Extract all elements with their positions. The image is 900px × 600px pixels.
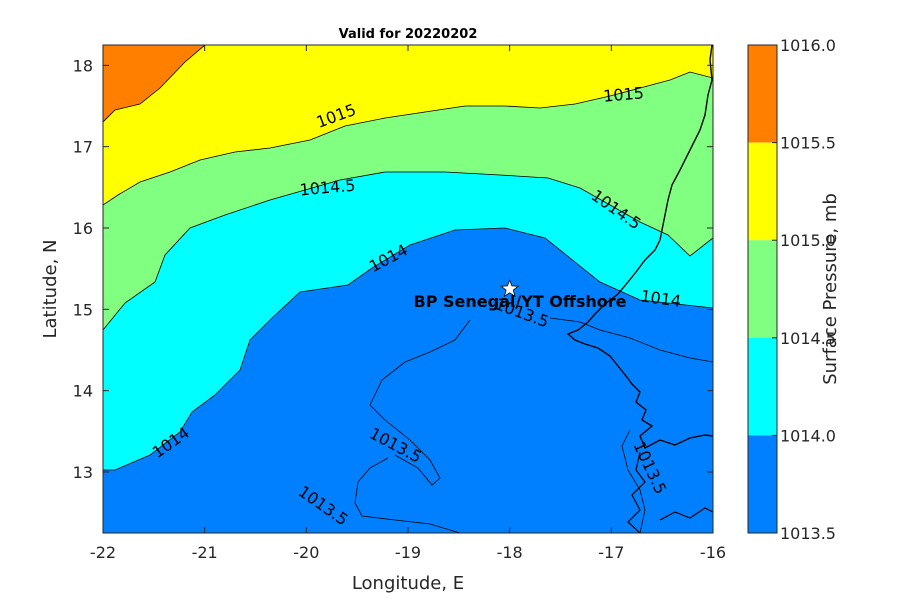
y-tick-label: 13 [73,463,93,482]
colorbar-segment [748,45,777,143]
y-tick-label: 15 [73,300,93,319]
x-axis-label: Longitude, E [352,573,464,594]
y-tick-label: 18 [73,56,93,75]
star-icon [500,278,520,298]
site-marker: BP Senegal/YT Offshore [414,278,627,311]
map-title: Valid for 20220202 [339,27,478,42]
band-1015-5-to-1016 [103,45,206,123]
contour-line-1013-5-a [369,319,471,486]
colorbar-tick-label: 1014.0 [780,426,836,445]
colorbar-tick-label: 1015.5 [780,134,836,153]
colorbar-frame [747,44,778,534]
x-axis: -22 -21 -20 -19 -18 -17 -16 [90,45,726,562]
contour-line-1013-5-d [549,317,713,363]
colorbar: 1016.0 1015.5 1015.0 1014.5 1014.0 1013.5 [747,36,836,543]
coastline-south [627,451,713,533]
colorbar-segment [748,240,777,338]
x-tick-label: -22 [90,543,116,562]
x-tick-label: -21 [192,543,218,562]
colorbar-segment [748,435,777,533]
y-axis-label: Latitude, N [40,240,61,339]
x-tick-label: -19 [395,543,421,562]
colorbar-tick-label: 1015.0 [780,231,836,250]
colorbar-tick-label: 1016.0 [780,36,836,55]
colorbar-tick-label: 1013.5 [780,524,836,543]
x-tick-label: -17 [598,543,624,562]
x-tick-label: -20 [293,543,319,562]
y-tick-label: 17 [73,138,93,157]
contour-line-1013-5-b [354,457,461,533]
x-tick-label: -18 [497,543,523,562]
contour-line-1013-5-c [621,429,646,533]
y-tick-label: 14 [73,382,93,401]
y-axis: 13 14 15 16 17 18 [73,56,713,482]
contour-label: 1014.5 [299,176,356,200]
y-tick-label: 16 [73,219,93,238]
colorbar-segment [748,337,777,436]
colorbar-tick-label: 1014.5 [780,329,836,348]
colorbar-label: Surface Pressure, mb [820,193,841,385]
site-label: BP Senegal/YT Offshore [414,292,627,311]
coastline [566,45,713,449]
plot-area [103,45,713,533]
x-tick-label: -16 [700,543,726,562]
colorbar-segment [748,142,777,241]
band-1015-to-1015-5 [103,45,713,206]
contour-label: 1015 [602,83,644,105]
